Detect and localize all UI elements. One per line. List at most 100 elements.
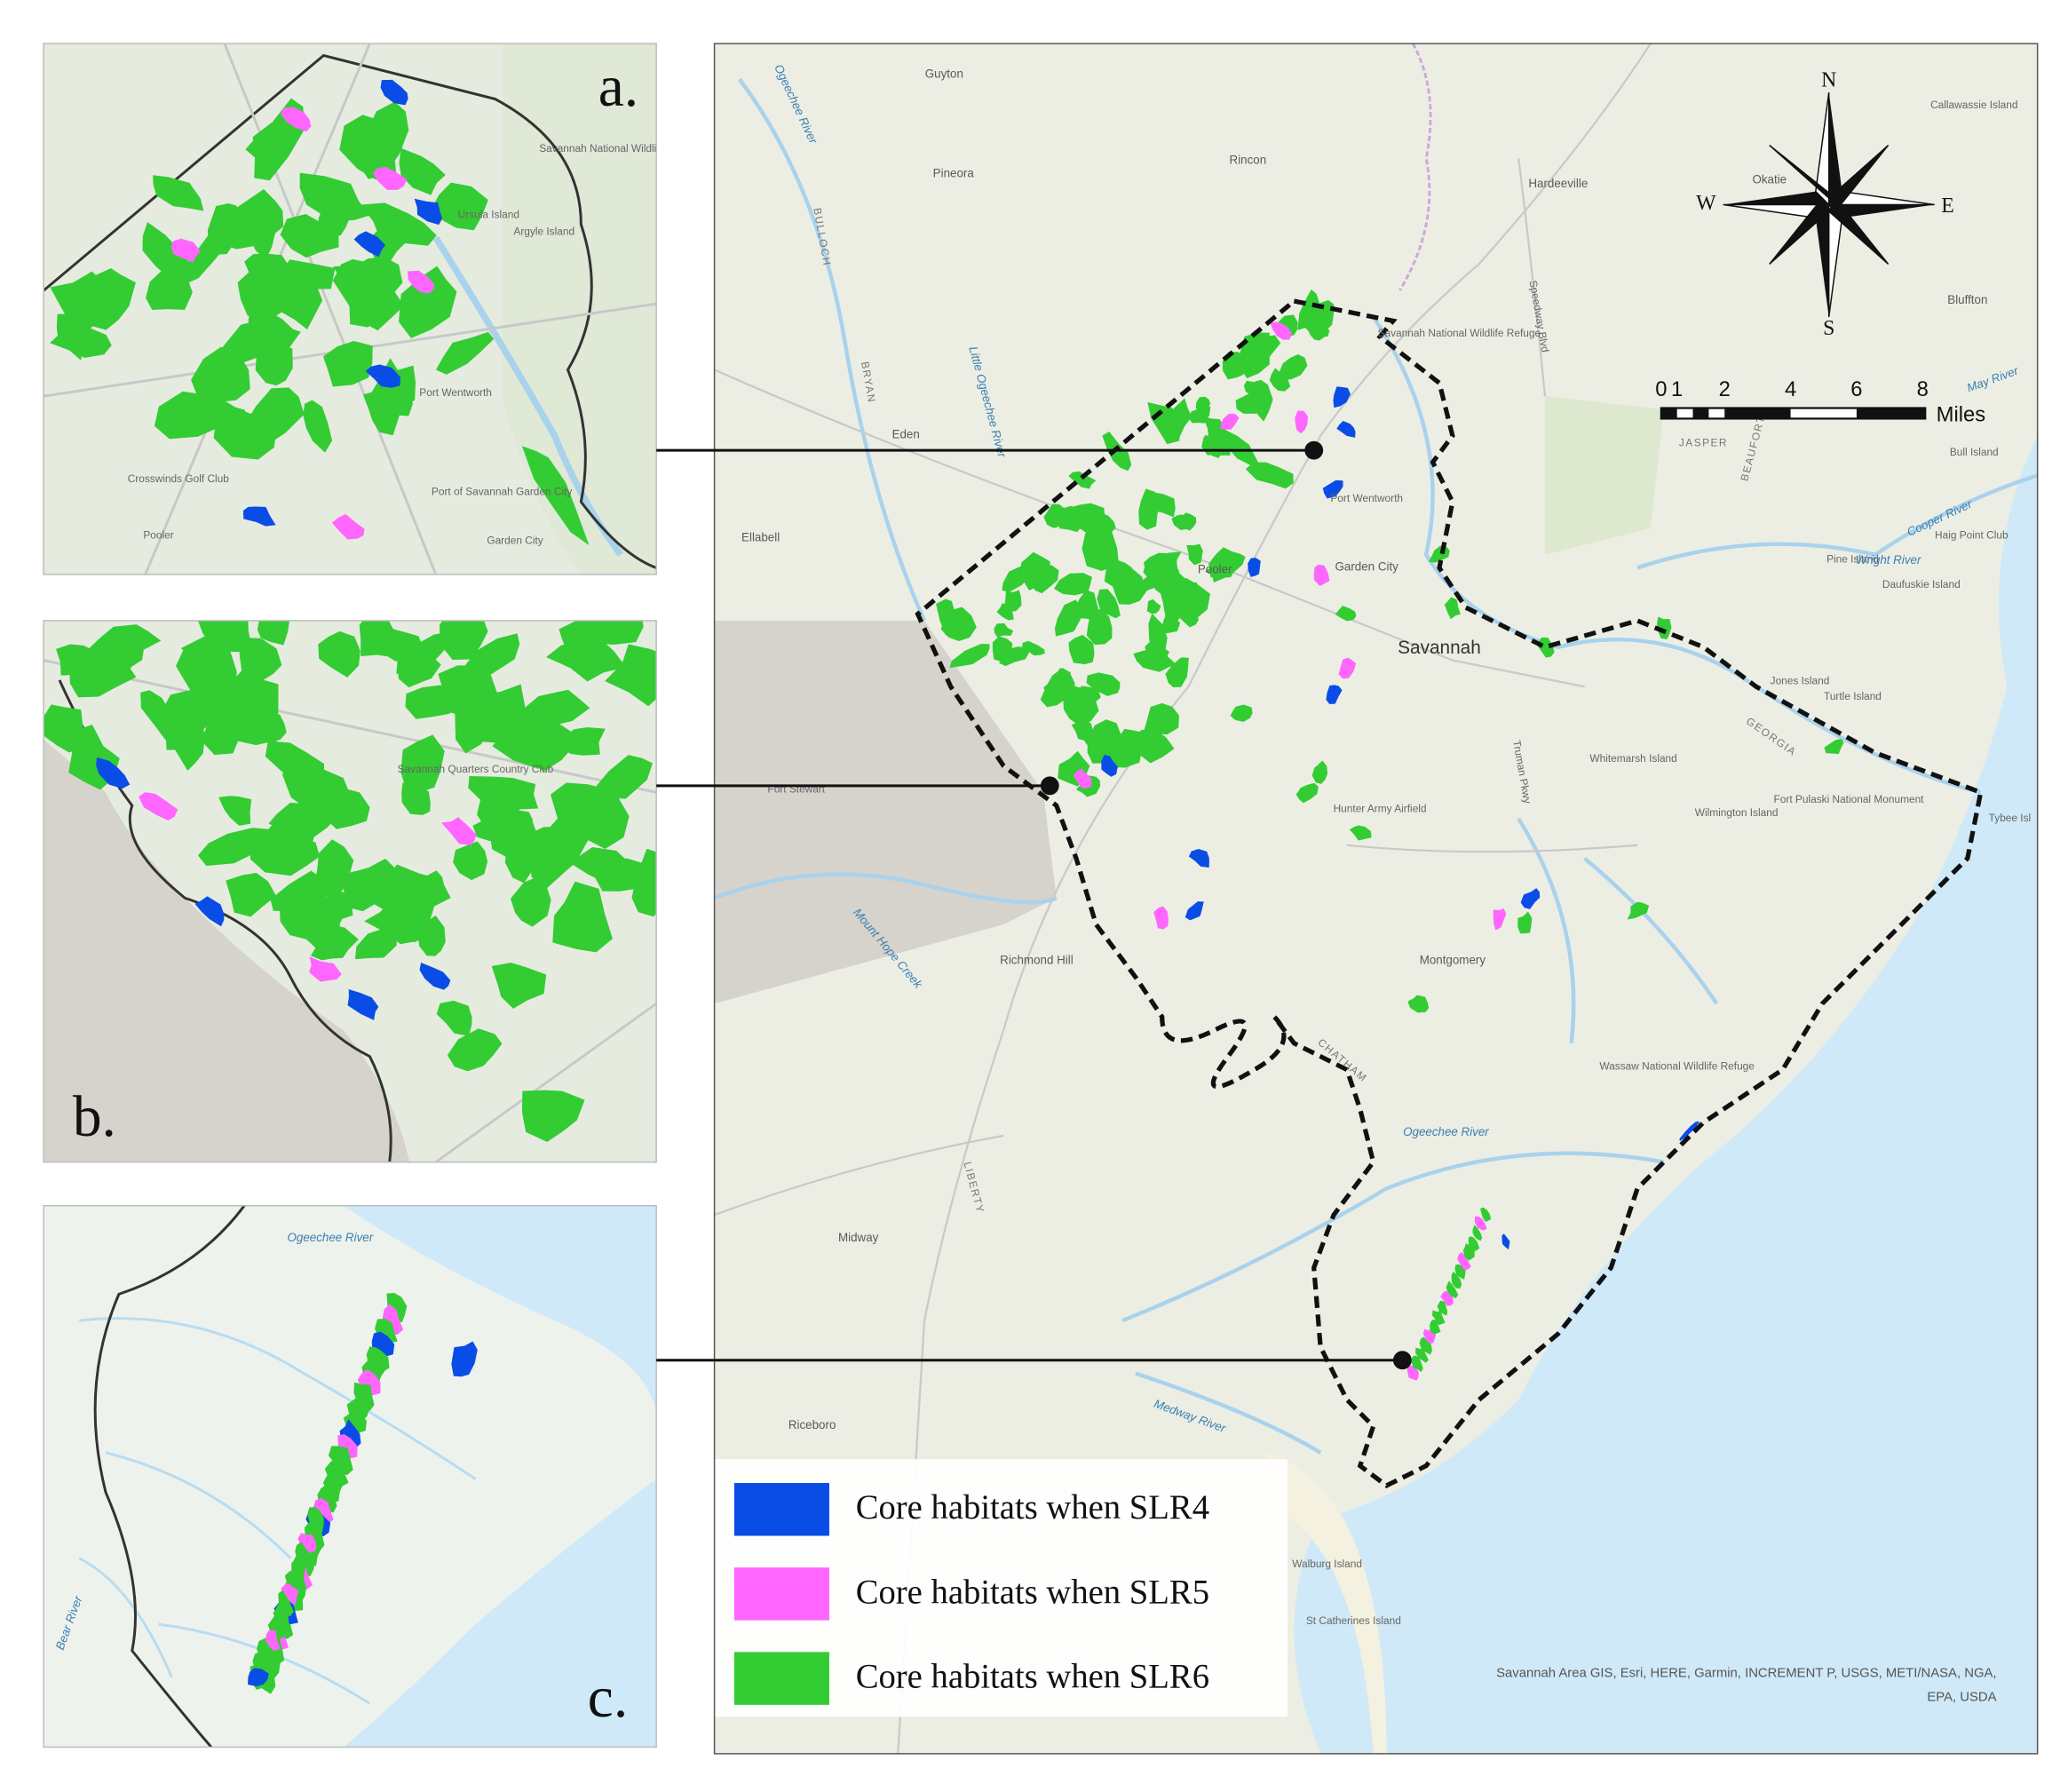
habitat-patch xyxy=(87,624,162,661)
habitat-patch xyxy=(1269,368,1291,392)
place-label: Pooler xyxy=(143,529,173,542)
legend-swatch xyxy=(733,1567,829,1621)
habitat-patch xyxy=(546,636,627,682)
habitat-patch xyxy=(586,620,644,646)
place-label: St Catherines Island xyxy=(1306,1614,1401,1627)
habitat-patch xyxy=(1220,414,1240,430)
habitat-patch xyxy=(281,767,359,824)
habitat-patch xyxy=(595,755,653,799)
habitat-patch xyxy=(1431,1310,1446,1326)
habitat-patch xyxy=(1043,504,1066,528)
habitat-patch xyxy=(591,858,649,892)
panel-label: c. xyxy=(588,1666,628,1730)
habitat-patch xyxy=(1411,1355,1423,1372)
panel-c: Ogeechee River Bear River c. xyxy=(44,1205,657,1748)
habitat-patch xyxy=(1146,599,1161,615)
habitat-patch xyxy=(170,238,201,263)
connectors xyxy=(656,440,1412,1370)
scale-label: 2 xyxy=(1719,377,1731,401)
scale-label: 6 xyxy=(1850,377,1862,401)
place-label: Midway xyxy=(838,1231,879,1244)
habitat-patch xyxy=(1311,760,1328,784)
place-label: Richmond Hill xyxy=(1000,954,1074,967)
habitat-patch xyxy=(1437,1300,1448,1316)
habitat-patch xyxy=(440,620,488,660)
habitat-patch xyxy=(400,734,445,793)
habitat-patch xyxy=(303,400,333,453)
habitat-patch xyxy=(354,929,398,960)
place-label: Eden xyxy=(892,428,920,441)
habitat-patch xyxy=(1468,1236,1480,1251)
place-label: Rincon xyxy=(1230,153,1267,166)
place-label: Bluffton xyxy=(1947,293,1987,306)
habitat-patch xyxy=(50,327,112,359)
habitat-patch xyxy=(250,837,321,876)
habitat-patch xyxy=(1480,1207,1492,1223)
habitat-patch xyxy=(245,110,292,163)
place-label: Walburg Island xyxy=(1292,1558,1362,1570)
habitat-patch xyxy=(1474,1216,1487,1231)
habitat-patch xyxy=(1201,428,1235,456)
habitat-patch xyxy=(1657,616,1672,640)
habitat-patch xyxy=(382,628,424,662)
habitat-patch xyxy=(295,1542,313,1568)
habitat-patch xyxy=(552,881,613,953)
place-label: Port Wentworth xyxy=(1330,492,1403,504)
main-frame xyxy=(713,43,2039,1755)
legend-swatch xyxy=(733,1652,829,1705)
habitat-patch xyxy=(1333,386,1351,408)
habitat-patch xyxy=(243,387,305,446)
place-label: Haig Point Club xyxy=(1935,529,2009,542)
habitat-patch xyxy=(1054,573,1092,596)
habitat-patch xyxy=(1338,657,1357,679)
map-places: Guyton Pineora Rincon Hardeeville Okatie… xyxy=(741,67,2031,1627)
ocean xyxy=(1294,435,2038,1754)
habitat-patch xyxy=(1097,589,1121,619)
habitat-patch xyxy=(1043,668,1075,702)
place-label: Savannah National Wildlife Refuge xyxy=(1378,327,1541,339)
place-label: Pooler xyxy=(1198,562,1232,575)
legend-label: Core habitats when SLR5 xyxy=(856,1574,1209,1611)
habitat-patch xyxy=(1195,396,1211,413)
place-label: Ursula Island xyxy=(458,208,519,220)
habitat-patch xyxy=(1444,597,1461,620)
main-habitat-patches xyxy=(936,289,1844,1381)
habitat-patch xyxy=(1295,410,1309,434)
scale-label: 0 xyxy=(1655,377,1667,401)
habitat-patch xyxy=(1068,471,1097,489)
habitat-patch xyxy=(441,817,477,846)
habitat-patch xyxy=(237,259,312,318)
compass-s: S xyxy=(1823,317,1834,340)
state-line xyxy=(1398,44,1432,291)
habitat-patch xyxy=(435,331,495,375)
place-label: Garden City xyxy=(1335,559,1399,573)
habitat-patch xyxy=(1297,289,1319,335)
compass-e: E xyxy=(1941,194,1954,218)
habitat-patch xyxy=(1336,420,1356,438)
panel-a: Savannah National Wildlife Refuge Ursula… xyxy=(44,44,702,575)
habitat-patch xyxy=(1493,908,1507,931)
habitat-patch xyxy=(1153,906,1169,930)
habitat-patch xyxy=(399,147,446,195)
habitat-patch xyxy=(353,231,385,258)
habitat-patch xyxy=(197,620,253,653)
habitat-patch xyxy=(1141,567,1180,591)
habitat-patch xyxy=(1184,901,1204,921)
habitat-patch xyxy=(1679,1121,1700,1142)
place-label: Savannah National Wildlife Refuge xyxy=(539,142,702,155)
habitat-patch xyxy=(1295,782,1319,804)
panel-b: Savannah Quarters Country Club b. xyxy=(44,620,657,1162)
habitat-patch xyxy=(1462,1242,1475,1261)
habitat-patch xyxy=(1824,739,1844,755)
habitat-patch xyxy=(419,962,451,990)
habitat-patch xyxy=(1063,686,1099,726)
habitat-patch xyxy=(331,513,365,540)
county-label: JASPER xyxy=(1679,437,1728,449)
habitat-patch xyxy=(559,726,606,756)
habitat-patch xyxy=(1133,650,1177,672)
habitat-patch xyxy=(521,446,590,546)
habitat-patch xyxy=(1129,729,1175,764)
habitat-patch xyxy=(1247,379,1273,422)
place-label: Riceboro xyxy=(788,1418,836,1431)
